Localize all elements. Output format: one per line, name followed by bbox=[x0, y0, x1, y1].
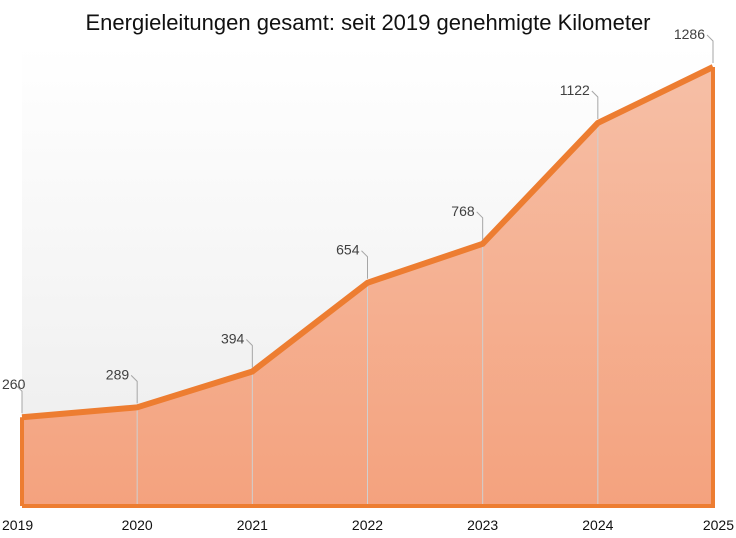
data-label-leader bbox=[130, 374, 138, 404]
data-label: 1122 bbox=[560, 82, 590, 98]
x-tick-label: 2024 bbox=[582, 517, 613, 533]
data-label: 289 bbox=[106, 366, 130, 382]
data-label-leader bbox=[591, 90, 599, 119]
area-baseline bbox=[22, 67, 715, 508]
data-label-leader bbox=[706, 34, 714, 63]
data-label-leader bbox=[15, 384, 23, 414]
x-tick-label: 2021 bbox=[237, 517, 268, 533]
x-tick-label: 2022 bbox=[352, 517, 383, 533]
data-label: 260 bbox=[2, 376, 26, 392]
data-label: 654 bbox=[336, 242, 360, 258]
x-tick-label: 2025 bbox=[703, 517, 734, 533]
x-tick-label: 2019 bbox=[2, 517, 33, 533]
x-tick-label: 2023 bbox=[467, 517, 498, 533]
data-label: 768 bbox=[451, 203, 475, 219]
data-label-leader bbox=[476, 211, 484, 240]
data-label: 394 bbox=[221, 331, 245, 347]
x-tick-label: 2020 bbox=[122, 517, 153, 533]
data-label: 1286 bbox=[674, 26, 705, 42]
data-label-leader bbox=[361, 250, 368, 279]
chart-title: Energieleitungen gesamt: seit 2019 geneh… bbox=[85, 10, 651, 35]
series-line bbox=[21, 64, 715, 421]
data-label-leader bbox=[245, 339, 253, 368]
